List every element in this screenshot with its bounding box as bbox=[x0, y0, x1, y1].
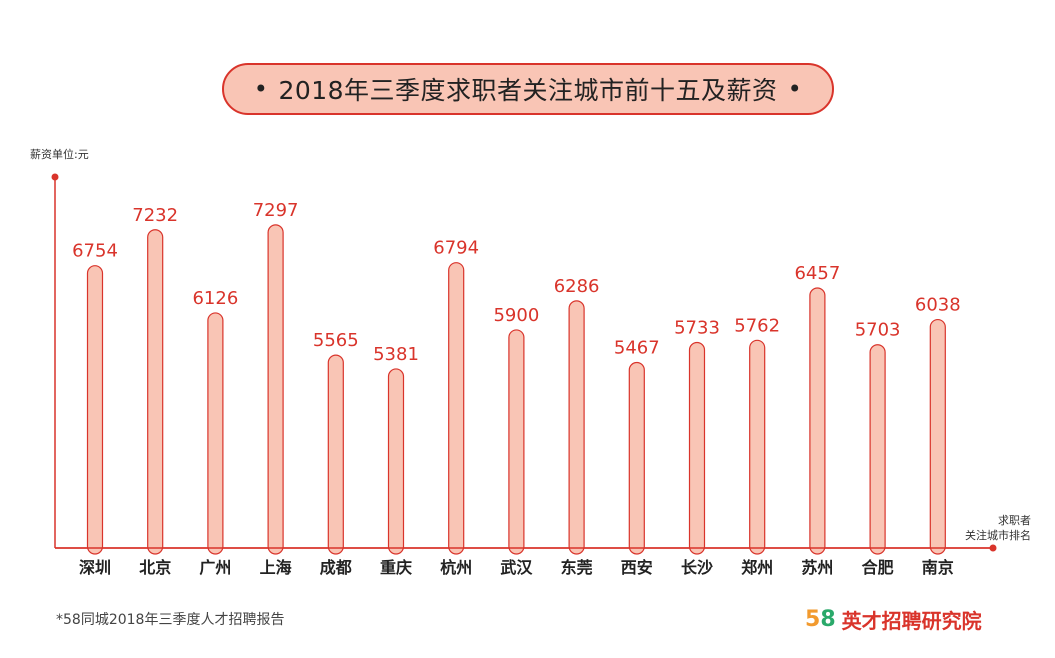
x-tick-label: 深圳 bbox=[79, 558, 111, 577]
x-tick-label: 苏州 bbox=[801, 558, 833, 577]
bar-value-label: 5467 bbox=[614, 337, 660, 358]
chart-title-pill: • 2018年三季度求职者关注城市前十五及薪资 • bbox=[222, 63, 834, 115]
bar bbox=[688, 341, 706, 555]
x-axis-unit-line2: 关注城市排名 bbox=[965, 529, 1031, 542]
x-tick-label: 广州 bbox=[199, 558, 231, 577]
x-tick-label: 杭州 bbox=[440, 558, 472, 577]
bar bbox=[267, 224, 284, 555]
title-dot-left: • bbox=[253, 75, 269, 103]
source-note: *58同城2018年三季度人才招聘报告 bbox=[56, 612, 285, 628]
title-dot-right: • bbox=[787, 75, 803, 103]
bar-value-label: 5762 bbox=[734, 315, 780, 336]
bar bbox=[809, 287, 826, 555]
bar bbox=[628, 361, 645, 555]
bar-value-label: 5733 bbox=[674, 317, 720, 338]
bar bbox=[147, 229, 164, 555]
x-tick-label: 南京 bbox=[922, 558, 954, 577]
bar bbox=[568, 300, 585, 555]
bar-value-label: 6126 bbox=[192, 288, 238, 309]
x-tick-label: 合肥 bbox=[862, 558, 894, 577]
bar-value-label: 5703 bbox=[855, 320, 901, 341]
x-tick-label: 重庆 bbox=[380, 558, 412, 577]
bar-value-label: 6794 bbox=[433, 238, 479, 259]
x-tick-label: 成都 bbox=[320, 558, 352, 577]
bar-value-label: 7232 bbox=[132, 205, 178, 226]
y-axis-unit-label: 薪资单位:元 bbox=[30, 148, 89, 161]
bar bbox=[327, 354, 344, 555]
bar bbox=[508, 329, 525, 555]
x-tick-label: 西安 bbox=[621, 558, 653, 577]
bar-value-label: 5565 bbox=[313, 330, 359, 351]
x-axis-unit-line1: 求职者 bbox=[998, 514, 1031, 527]
bar bbox=[749, 339, 766, 555]
bar-value-label: 6457 bbox=[794, 263, 840, 284]
bar-value-label: 7297 bbox=[253, 200, 299, 221]
bar bbox=[207, 312, 224, 555]
brand-name: 英才招聘研究院 bbox=[841, 609, 982, 633]
bar-value-label: 5381 bbox=[373, 344, 419, 365]
x-tick-label: 东莞 bbox=[561, 558, 593, 577]
y-axis-end-dot bbox=[51, 173, 59, 181]
bar-value-label: 6038 bbox=[915, 295, 961, 316]
chart-title: 2018年三季度求职者关注城市前十五及薪资 bbox=[278, 76, 778, 105]
bar-value-label: 5900 bbox=[493, 305, 539, 326]
brand-logo-5: 5 bbox=[805, 607, 821, 632]
bar bbox=[448, 262, 465, 555]
x-tick-label: 北京 bbox=[139, 558, 171, 577]
x-tick-label: 郑州 bbox=[741, 558, 773, 577]
brand-logo-8: 8 bbox=[820, 607, 836, 632]
x-tick-label: 武汉 bbox=[500, 558, 533, 577]
brand-logo: 5 8 英才招聘研究院 bbox=[805, 605, 982, 634]
x-tick-label: 长沙 bbox=[681, 558, 713, 577]
x-axis-unit-label: 求职者 关注城市排名 bbox=[965, 513, 1031, 543]
bar-value-label: 6286 bbox=[554, 276, 600, 297]
bar bbox=[86, 265, 104, 555]
bar bbox=[869, 344, 886, 555]
x-tick-label: 上海 bbox=[260, 558, 292, 577]
bar bbox=[929, 318, 946, 555]
bar-value-label: 6754 bbox=[72, 241, 118, 262]
bar bbox=[387, 368, 405, 555]
